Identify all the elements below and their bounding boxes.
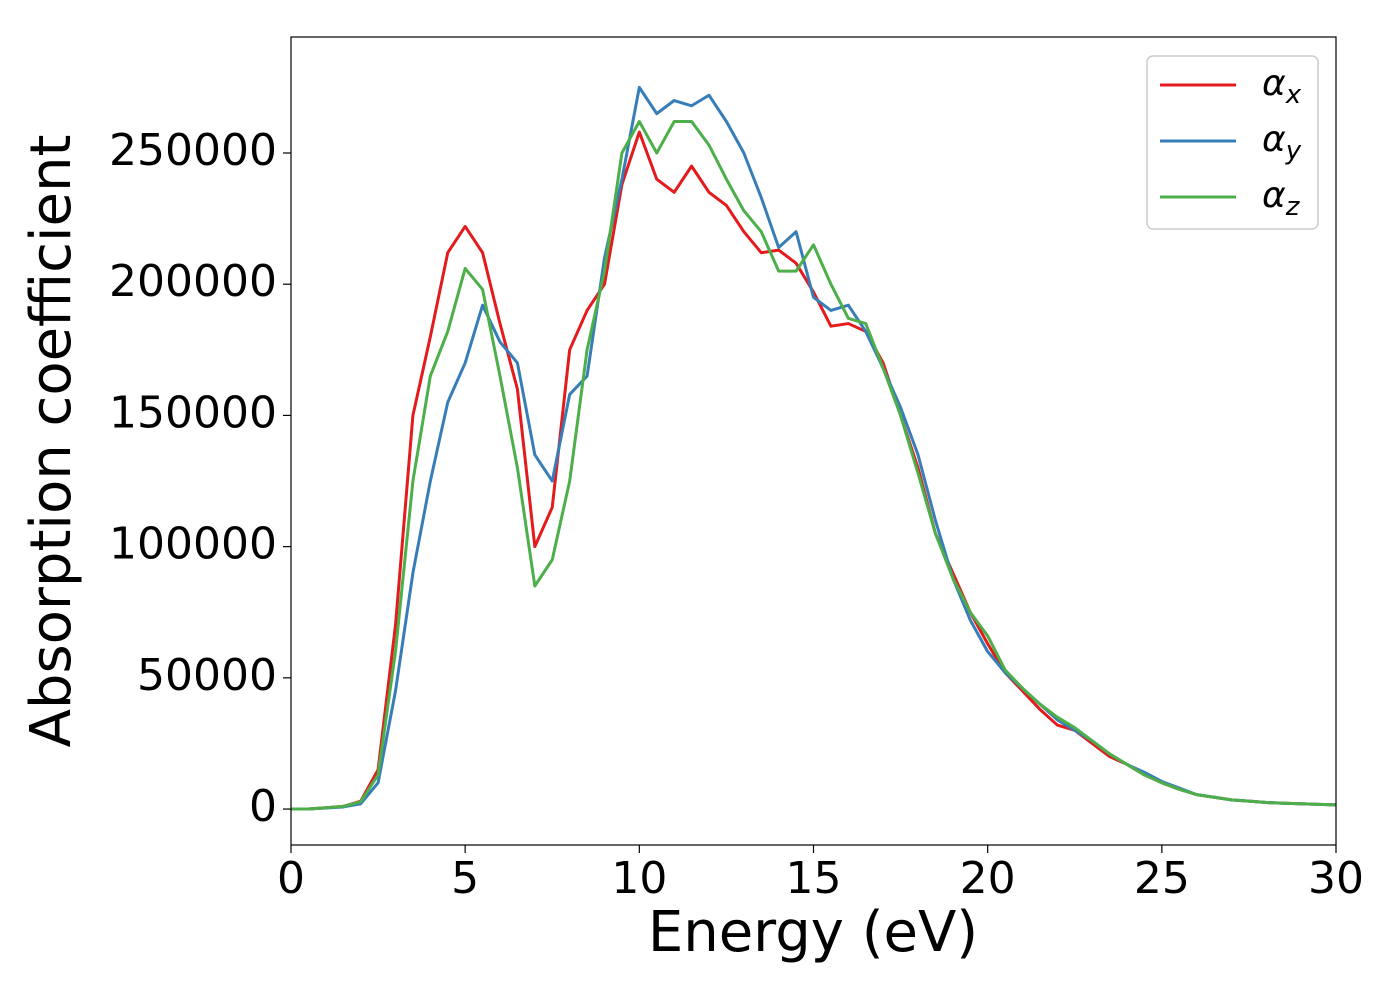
x-tick-label: 25 xyxy=(1134,853,1190,904)
legend-label: αz xyxy=(1262,175,1301,222)
x-tick-label: 30 xyxy=(1308,853,1364,904)
y-axis-label: Absorption coefficient xyxy=(19,135,84,748)
series-line xyxy=(291,130,1337,811)
x-tick-label: 15 xyxy=(786,853,842,904)
series-line xyxy=(291,120,1337,811)
x-axis-label: Energy (eV) xyxy=(648,900,978,965)
y-tick-label: 250000 xyxy=(109,125,277,176)
y-tick-label: 0 xyxy=(249,781,277,832)
y-tick-label: 50000 xyxy=(137,650,277,701)
x-tick-label: 0 xyxy=(277,853,305,904)
x-tick-label: 5 xyxy=(451,853,479,904)
legend-label: αx xyxy=(1262,63,1302,110)
y-tick-label: 100000 xyxy=(109,519,277,570)
plot-frame xyxy=(290,36,1337,846)
y-tick-label: 150000 xyxy=(109,387,277,438)
y-tick-label: 200000 xyxy=(109,256,277,307)
x-tick-label: 20 xyxy=(960,853,1016,904)
legend-label: αy xyxy=(1262,119,1302,166)
x-tick-label: 10 xyxy=(611,853,667,904)
